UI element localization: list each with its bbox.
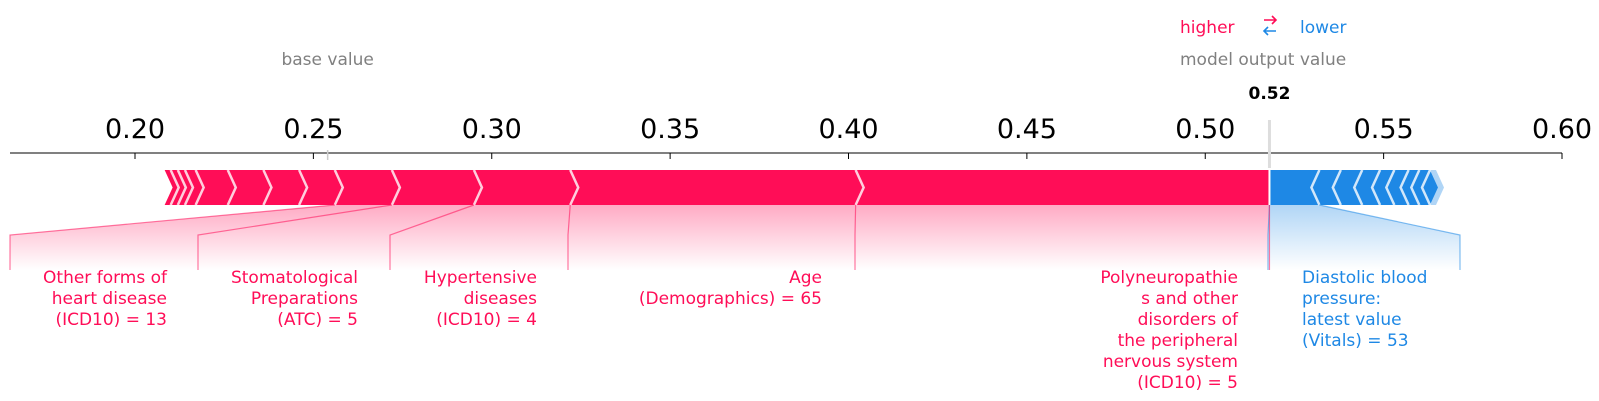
positive-gradient-panel	[568, 205, 856, 270]
positive-feature-label: Hypertensive diseases (ICD10) = 4	[424, 268, 537, 330]
positive-chevron	[472, 169, 484, 206]
positive-chevron	[169, 169, 181, 206]
feature-label-line: heart disease	[52, 289, 167, 309]
positive-bar	[164, 170, 1270, 205]
positive-bar-tip	[164, 170, 179, 205]
x-tick-label: 0.20	[105, 114, 165, 145]
feature-label-line: (ICD10) = 4	[436, 310, 537, 330]
legend-higher-label: higher	[1180, 18, 1235, 38]
positive-feature-label: Polyneuropathie s and other disorders of th…	[1100, 268, 1239, 393]
feature-label-line: latest value	[1302, 310, 1402, 330]
positive-gradient-panel	[10, 205, 392, 270]
base-value-label: base value	[281, 50, 373, 70]
positive-chevron	[262, 169, 273, 206]
x-tick-label: 0.35	[640, 114, 700, 145]
x-tick-label: 0.55	[1354, 114, 1414, 145]
force-bars	[164, 170, 1445, 205]
feature-label-line: (Demographics) = 65	[639, 289, 822, 309]
positive-chevron	[854, 169, 866, 206]
label-connector	[1319, 204, 1461, 270]
negative-chevron	[1399, 169, 1410, 206]
x-tick-label: 0.50	[1175, 114, 1235, 145]
positive-feature-label: Stomatological Preparations (ATC) = 5	[231, 268, 358, 330]
feature-label-line: Stomatological	[231, 268, 358, 288]
positive-gradient-panel	[855, 205, 1270, 270]
feature-label-line: Polyneuropathie	[1100, 268, 1238, 288]
label-connector	[854, 204, 857, 270]
positive-chevron	[183, 169, 195, 206]
x-axis-ticks: 0.20 0.25 0.30 0.35 0.40 0.45 0.50 0.55 0.60	[105, 114, 1592, 159]
negative-chevron	[1420, 169, 1432, 206]
feature-label-line: disorders of	[1138, 310, 1239, 330]
negative-chevron	[1384, 169, 1396, 206]
negative-chevron	[1352, 169, 1364, 206]
positive-chevron	[569, 169, 580, 206]
feature-label-line: Other forms of	[43, 268, 168, 288]
negative-feature-label: Diastolic blood pressure: latest value (Vit…	[1302, 268, 1427, 351]
feature-label-line: (ICD10) = 5	[1137, 373, 1238, 393]
x-tick-label: 0.60	[1532, 114, 1592, 145]
x-tick-label: 0.25	[283, 114, 343, 145]
feature-label-line: Hypertensive	[424, 268, 537, 288]
label-connector	[197, 204, 392, 270]
x-tick-label: 0.45	[997, 114, 1057, 145]
negative-chevron	[1370, 169, 1382, 206]
feature-label-line: nervous system	[1103, 352, 1238, 372]
positive-feature-label: Age (Demographics) = 65	[639, 268, 822, 309]
feature-label-line: (ICD10) = 13	[55, 310, 167, 330]
feature-label-line: (Vitals) = 53	[1302, 331, 1409, 351]
label-connectors	[9, 204, 1461, 270]
negative-gradient-panel	[1268, 205, 1460, 270]
positive-chevron	[194, 169, 206, 206]
x-tick-label: 0.30	[462, 114, 522, 145]
positive-chevron	[176, 169, 188, 206]
feature-label-line: (ATC) = 5	[277, 310, 358, 330]
output-value: 0.52	[1248, 84, 1290, 104]
feature-chevrons	[169, 169, 1432, 206]
swap-arrows-icon	[1262, 15, 1278, 36]
label-connector	[567, 204, 571, 270]
x-tick-label: 0.40	[818, 114, 878, 145]
feature-label-line: s and other	[1141, 289, 1238, 309]
feature-label-line: pressure:	[1302, 289, 1381, 309]
legend-lower-label: lower	[1300, 18, 1346, 38]
positive-chevron	[390, 169, 402, 206]
label-connector	[389, 204, 475, 270]
feature-label-line: the peripheral	[1118, 331, 1238, 351]
label-gradient-region	[10, 205, 1460, 270]
positive-gradient-panel	[198, 205, 474, 270]
positive-chevron	[297, 169, 309, 206]
feature-label-line: Preparations	[251, 289, 358, 309]
positive-feature-label: Other forms of heart disease (ICD10) = 13	[43, 268, 168, 330]
output-value-label: model output value	[1180, 50, 1346, 70]
feature-label-line: Diastolic blood	[1302, 268, 1427, 288]
positive-chevron	[226, 169, 238, 206]
negative-chevron	[1331, 169, 1342, 206]
negative-chevron	[1409, 169, 1421, 206]
positive-gradient-panel	[390, 205, 571, 270]
feature-label-line: diseases	[464, 289, 538, 309]
feature-label-line: Age	[789, 268, 822, 288]
negative-chevron	[1310, 169, 1321, 206]
negative-bar-tip	[1430, 170, 1445, 205]
feature-labels: Other forms of heart disease (ICD10) = 13 S…	[43, 268, 1427, 393]
label-connector	[9, 204, 335, 270]
positive-chevron	[333, 169, 345, 206]
